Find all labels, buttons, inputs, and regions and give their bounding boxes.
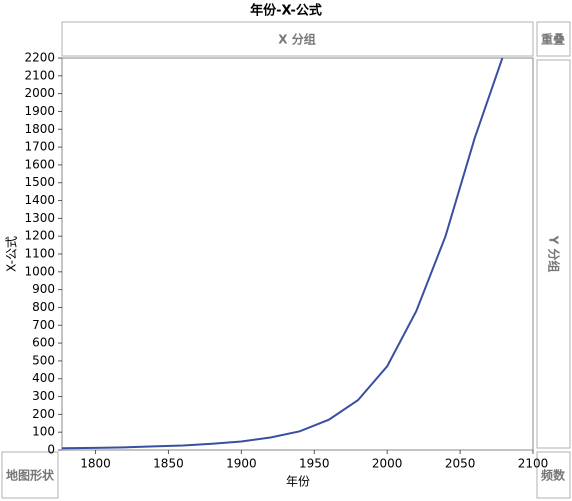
y-tick-label: 2200 — [24, 51, 55, 65]
y-tick-label: 900 — [32, 282, 55, 296]
y-group-label: Y 分组 — [547, 235, 562, 273]
y-tick-label: 100 — [32, 425, 55, 439]
y-tick-label: 2100 — [24, 68, 55, 82]
y-tick-label: 1400 — [24, 193, 55, 207]
y-tick-label: 1600 — [24, 157, 55, 171]
data-line — [62, 58, 504, 450]
y-tick-label: 2000 — [24, 86, 55, 100]
y-tick-label: 500 — [32, 353, 55, 367]
y-tick-label: 600 — [32, 336, 55, 350]
y-tick-label: 1800 — [24, 122, 55, 136]
map-shape-zone[interactable] — [1, 451, 59, 499]
x-group-label: X 分组 — [278, 32, 315, 47]
x-tick-label: 2100 — [518, 457, 549, 471]
y-tick-label: 1200 — [24, 229, 55, 243]
y-tick-label: 1500 — [24, 175, 55, 189]
y-tick-label: 1700 — [24, 140, 55, 154]
x-axis-label: 年份 — [286, 475, 310, 489]
y-tick-label: 1300 — [24, 211, 55, 225]
y-tick-label: 1100 — [24, 247, 55, 261]
overlay-label: 重叠 — [541, 32, 565, 47]
y-tick-label: 0 — [47, 443, 55, 457]
x-tick-label: 1950 — [299, 457, 330, 471]
y-tick-label: 200 — [32, 407, 55, 421]
y-tick-label: 1000 — [24, 264, 55, 278]
x-tick-label: 2050 — [445, 457, 476, 471]
x-tick-label: 1800 — [80, 457, 111, 471]
overlay-zone[interactable] — [536, 21, 571, 57]
x-tick-label: 2000 — [372, 457, 403, 471]
y-tick-label: 300 — [32, 389, 55, 403]
map-shape-label: 地图形状 — [6, 468, 55, 483]
y-tick-label: 1900 — [24, 104, 55, 118]
y-group-zone[interactable] — [536, 59, 571, 449]
x-group-zone[interactable] — [61, 21, 534, 57]
x-tick-label: 1900 — [226, 457, 257, 471]
y-tick-label: 800 — [32, 300, 55, 314]
x-tick-label: 1850 — [153, 457, 184, 471]
chart-title: 年份-X-公式 — [250, 3, 322, 19]
frequency-label: 频数 — [541, 468, 566, 483]
y-axis-label: X-公式 — [5, 236, 19, 272]
plot-frame — [61, 57, 534, 451]
y-tick-label: 700 — [32, 318, 55, 332]
y-tick-label: 400 — [32, 371, 55, 385]
frequency-zone[interactable] — [536, 451, 571, 499]
